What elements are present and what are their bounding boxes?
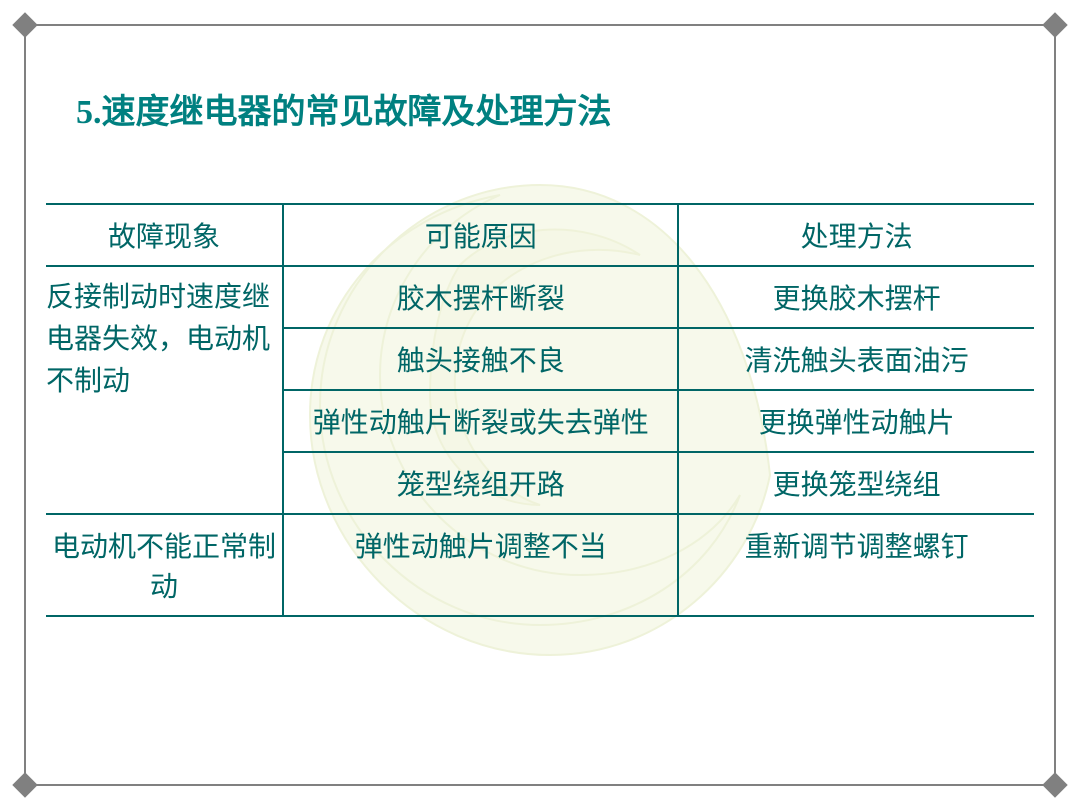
cause-cell: 弹性动触片调整不当	[283, 514, 678, 616]
solution-cell: 更换笼型绕组	[678, 452, 1034, 514]
slide-title: 5.速度继电器的常见故障及处理方法	[76, 84, 1034, 133]
fault-table: 故障现象 可能原因 处理方法 反接制动时速度继电器失效，电动机不制动 胶木摆杆断…	[46, 203, 1034, 617]
phenomenon-cell: 反接制动时速度继电器失效，电动机不制动	[46, 266, 283, 514]
table-row: 电动机不能正常制动 弹性动触片调整不当 重新调节调整螺钉	[46, 514, 1034, 616]
header-solution: 处理方法	[678, 204, 1034, 266]
slide-content: 5.速度继电器的常见故障及处理方法 故障现象 可能原因 处理方法 反接制动时速度…	[24, 24, 1056, 786]
header-cause: 可能原因	[283, 204, 678, 266]
table-header-row: 故障现象 可能原因 处理方法	[46, 204, 1034, 266]
solution-cell: 更换胶木摆杆	[678, 266, 1034, 328]
cause-cell: 笼型绕组开路	[283, 452, 678, 514]
solution-cell: 更换弹性动触片	[678, 390, 1034, 452]
cause-cell: 弹性动触片断裂或失去弹性	[283, 390, 678, 452]
solution-cell: 清洗触头表面油污	[678, 328, 1034, 390]
solution-cell: 重新调节调整螺钉	[678, 514, 1034, 616]
table-row: 反接制动时速度继电器失效，电动机不制动 胶木摆杆断裂 更换胶木摆杆	[46, 266, 1034, 328]
header-phenomenon: 故障现象	[46, 204, 283, 266]
cause-cell: 胶木摆杆断裂	[283, 266, 678, 328]
cause-cell: 触头接触不良	[283, 328, 678, 390]
phenomenon-cell: 电动机不能正常制动	[46, 514, 283, 616]
